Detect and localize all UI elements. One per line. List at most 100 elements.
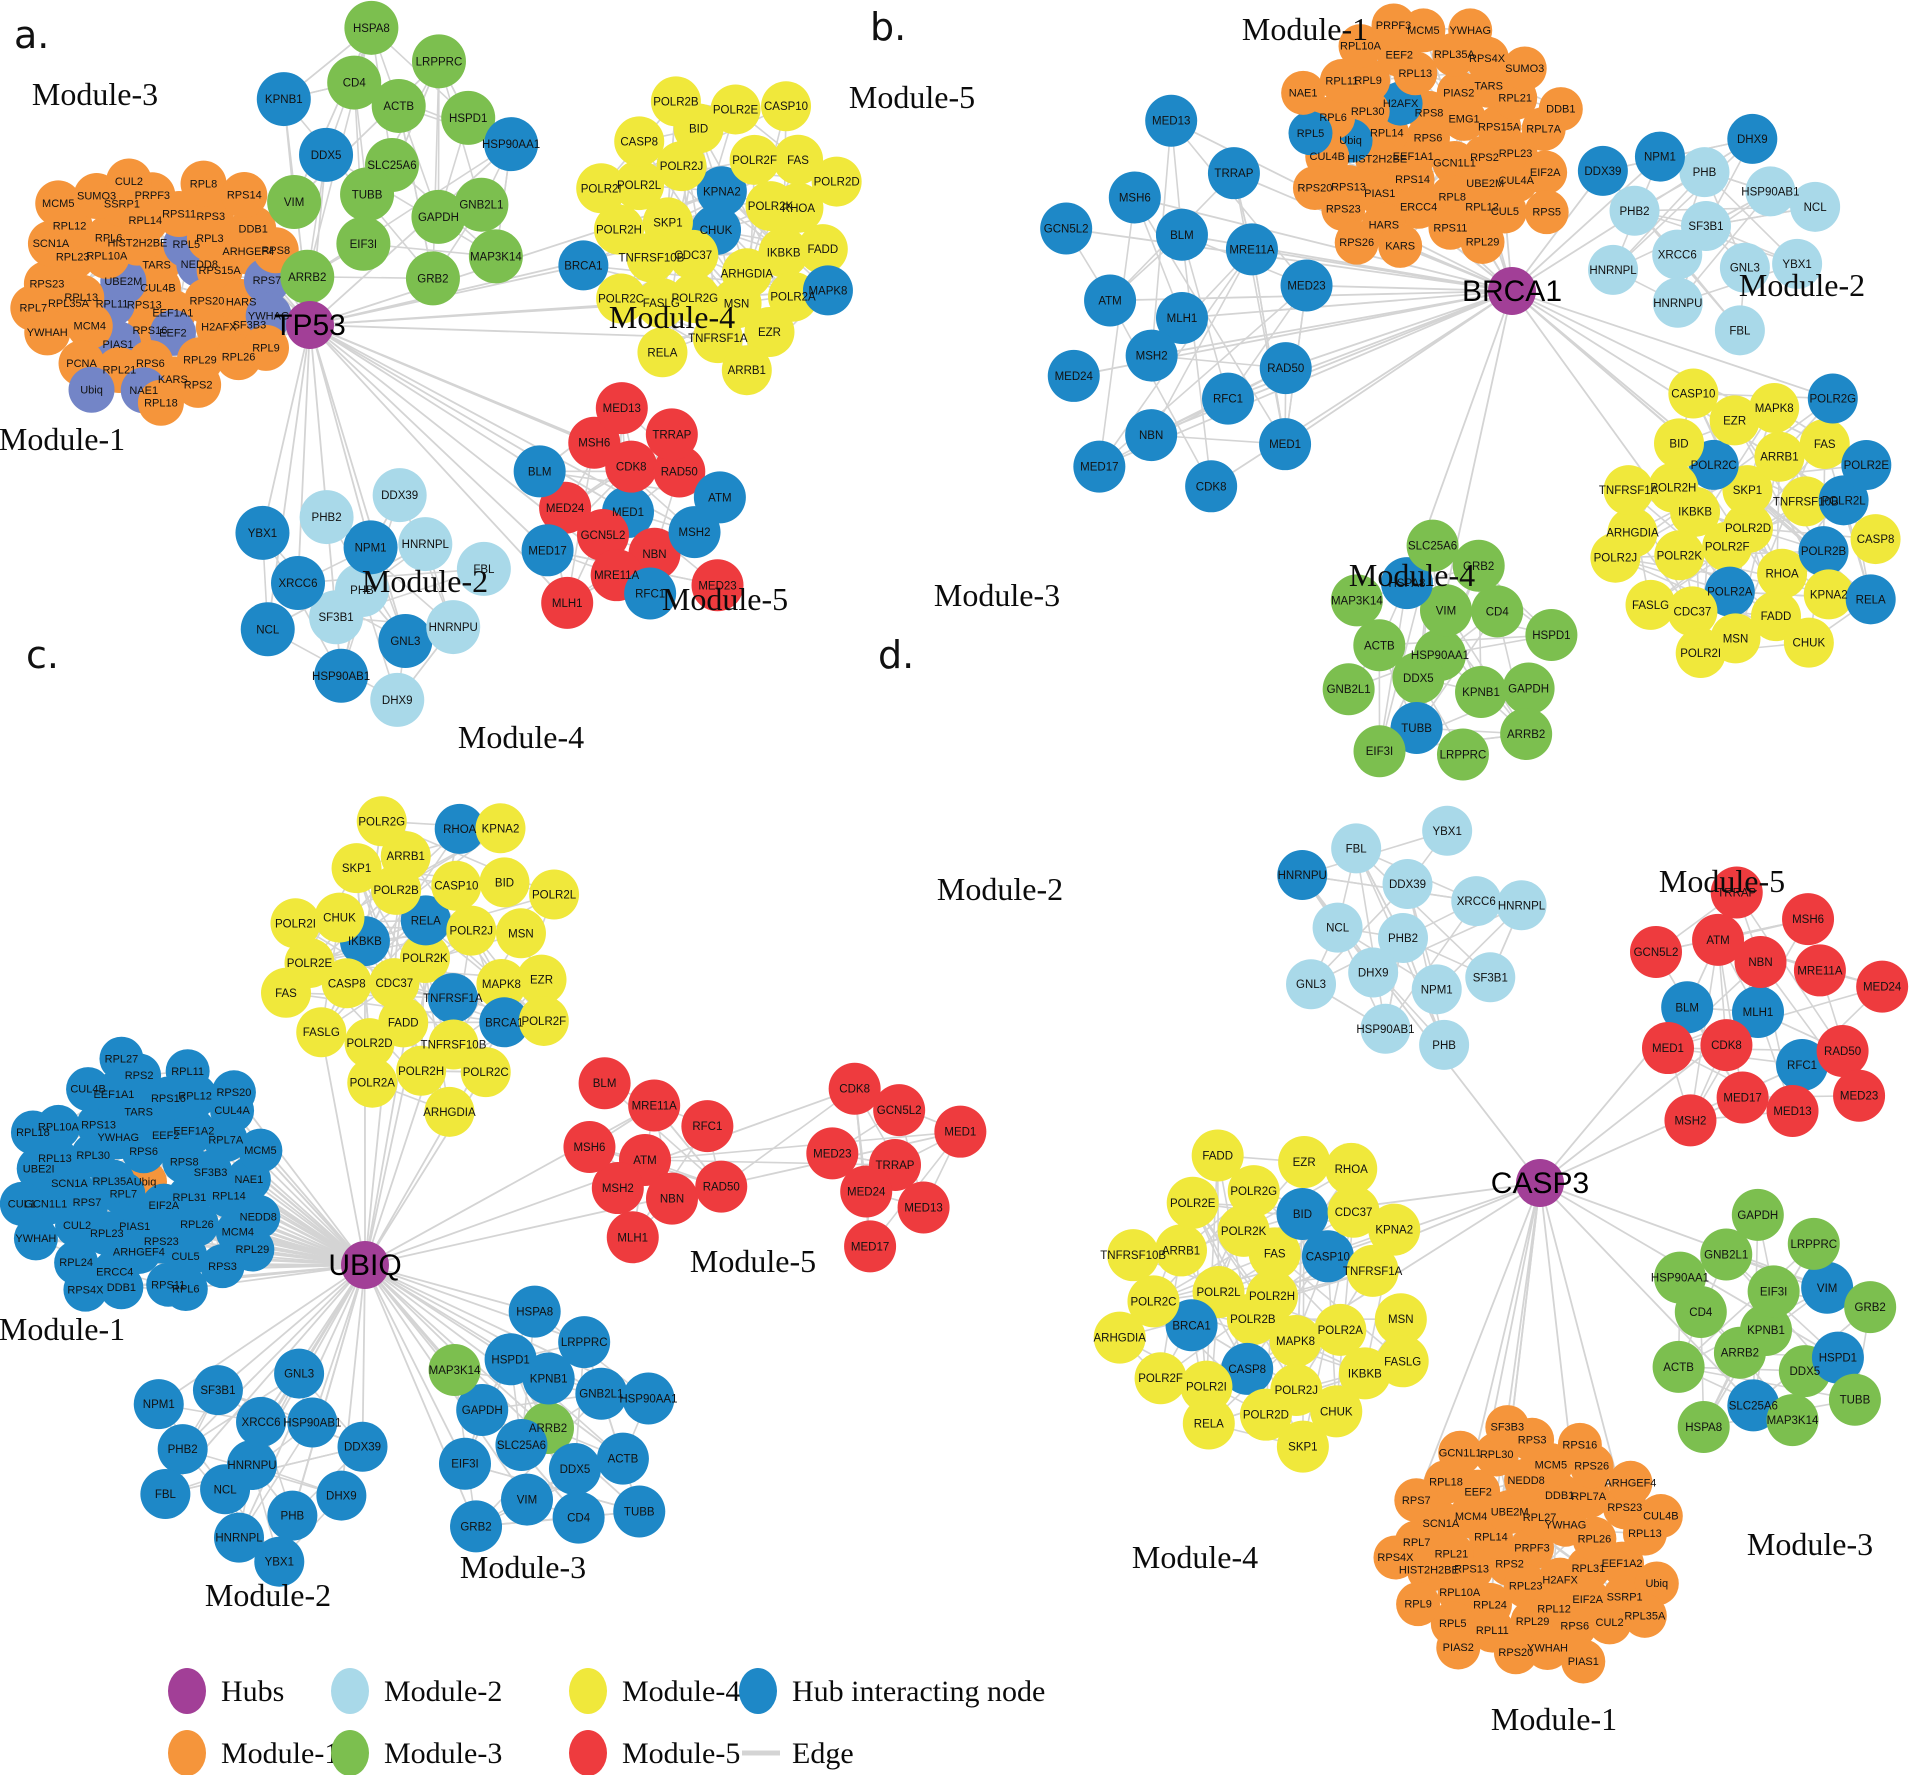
gene-label: RELA (1856, 594, 1886, 606)
gene-node (614, 116, 665, 167)
gene-node (68, 366, 115, 413)
gene-node (1396, 184, 1441, 229)
gene-label: CDC37 (1674, 606, 1712, 618)
gene-label: MED24 (1863, 982, 1902, 994)
edge (1098, 196, 1136, 468)
gene-label: PIAS1 (119, 1221, 150, 1233)
gene-label: YWHAG (248, 310, 290, 322)
gene-label: RPL11 (96, 298, 129, 310)
gene-label: CUL4A (1499, 175, 1535, 187)
gene-label: RFC1 (692, 1121, 722, 1133)
gene-node (1281, 70, 1326, 115)
gene-label: RHOA (1335, 1164, 1369, 1176)
gene-label: SSRP1 (1607, 1592, 1643, 1604)
gene-label: POLR2B (1801, 546, 1847, 558)
gene-label: MSN (1388, 1314, 1414, 1326)
gene-label: MSN (724, 298, 750, 310)
gene-label: POLR2I (1680, 648, 1721, 660)
gene-node (1221, 1342, 1274, 1395)
gene-node (271, 556, 326, 611)
gene-label: TARS (124, 1106, 153, 1118)
gene-node (1394, 1478, 1439, 1523)
gene-node (1716, 1071, 1769, 1124)
gene-label: TNFRSF1A (688, 333, 748, 345)
gene-label: FASLG (643, 298, 680, 310)
gene-label: HSP90AB1 (312, 671, 370, 683)
gene-label: POLR2B (1230, 1314, 1276, 1326)
gene-node (1327, 1185, 1380, 1238)
gene-label: GNL3 (284, 1369, 314, 1381)
gene-node (1679, 147, 1730, 198)
gene-label: RPS13 (127, 300, 162, 312)
gene-node (1675, 628, 1726, 679)
gene-label: POLR2D (347, 1038, 393, 1050)
gene-label: ATM (1706, 935, 1729, 947)
gene-label: GNB2L1 (459, 200, 503, 212)
gene-label: EIF3I (350, 239, 377, 251)
gene-node (396, 1045, 447, 1096)
gene-label: NPM1 (355, 542, 387, 554)
edge (364, 1264, 512, 1361)
gene-label: RPL29 (236, 1244, 270, 1256)
gene-label: EIF2A (1530, 167, 1561, 179)
gene-label: SLC25A6 (1729, 1400, 1778, 1412)
gene-label: FBL (155, 1489, 177, 1501)
gene-node (1465, 952, 1516, 1003)
gene-label: RPL29 (1466, 237, 1500, 249)
gene-node (1239, 1388, 1292, 1441)
gene-node (1719, 242, 1770, 293)
gene-label: FADD (807, 244, 838, 256)
gene-label: FADD (1761, 611, 1792, 623)
gene-label: NPM1 (1421, 984, 1453, 996)
gene-label: RPL14 (212, 1191, 246, 1203)
gene-label: MSH2 (602, 1183, 634, 1195)
gene-label: POLR2K (1657, 550, 1703, 562)
hub-label: TP53 (274, 309, 346, 342)
gene-label: UBE2M (104, 276, 142, 288)
gene-node (165, 1049, 210, 1094)
gene-label: SKP1 (1733, 485, 1762, 497)
gene-node (626, 232, 677, 283)
gene-node (1390, 701, 1443, 754)
gene-node (1338, 24, 1383, 69)
gene-node (1165, 1299, 1218, 1352)
gene-label: SKP1 (653, 217, 682, 229)
gene-node (438, 1437, 491, 1490)
gene-node (1798, 526, 1849, 577)
gene-label: GNL3 (390, 636, 420, 648)
gene-label: FBL (473, 564, 495, 576)
panel-letter: d. (878, 633, 914, 677)
gene-label: HSP90AB1 (1356, 1024, 1414, 1036)
gene-label: RPS20 (1498, 1647, 1533, 1659)
gene-label: TNFRSF10B (421, 1039, 487, 1051)
gene-label: MCM4 (74, 321, 106, 333)
gene-node (614, 160, 665, 211)
gene-label: PIAS2 (1443, 1642, 1474, 1654)
gene-node (797, 224, 848, 275)
gene-node (539, 481, 592, 534)
gene-label: POLR2K (748, 201, 794, 213)
gene-label: DHX9 (382, 695, 413, 707)
gene-label: CASP8 (1228, 1364, 1266, 1376)
gene-node (0, 1181, 44, 1226)
edge (309, 324, 549, 552)
gene-node (1856, 960, 1909, 1013)
gene-label: ARRB1 (1760, 452, 1798, 464)
gene-label: SUMO3 (1505, 63, 1544, 75)
gene-label: EEF1A1 (1393, 151, 1434, 163)
module-label: Module-2 (1739, 267, 1865, 303)
gene-label: POLR2G (1809, 394, 1856, 406)
gene-node (828, 1062, 881, 1115)
gene-node (773, 134, 824, 185)
gene-label: FAS (1814, 439, 1836, 451)
gene-label: EMG1 (1448, 113, 1479, 125)
gene-label: MCM5 (244, 1145, 276, 1157)
gene-label: BLM (593, 1078, 617, 1090)
gene-label: IKBKB (1678, 507, 1712, 519)
gene-label: BID (495, 877, 514, 889)
gene-label: RPS26 (1339, 237, 1374, 249)
gene-node (378, 613, 433, 668)
gene-label: GNL3 (1730, 263, 1760, 275)
gene-label: LRPPRC (416, 56, 463, 68)
gene-label: CUL4B (70, 1084, 105, 1096)
